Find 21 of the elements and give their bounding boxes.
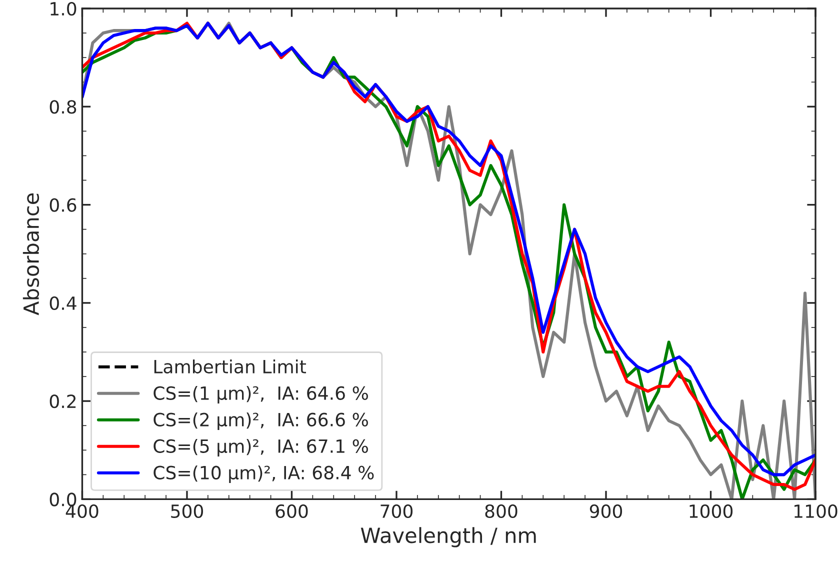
- legend-label: CS=(5 μm)², IA: 67.1 %: [154, 439, 368, 456]
- legend-label: Lambertian Limit: [154, 359, 306, 374]
- y-axis-title: Absorbance: [22, 193, 40, 316]
- y-tick-label: 0.0: [50, 492, 76, 506]
- legend-label: CS=(1 μm)², IA: 64.6 %: [154, 386, 368, 404]
- legend-label: CS=(10 μm)², IA: 68.4 %: [154, 466, 374, 483]
- x-tick-label: 400: [66, 504, 98, 518]
- x-tick-label: 1000: [690, 504, 733, 518]
- x-tick-label: 1100: [794, 504, 838, 518]
- legend-label: CS=(2 μm)², IA: 66.6 %: [154, 412, 368, 430]
- y-tick-label: 0.6: [50, 198, 76, 212]
- y-tick-label: 1.0: [50, 2, 76, 16]
- x-tick-label: 900: [590, 504, 622, 518]
- x-axis-title: Wavelength / nm: [360, 527, 536, 548]
- x-tick-label: 500: [171, 504, 204, 518]
- y-tick-label: 0.2: [50, 394, 76, 408]
- x-tick-label: 800: [485, 504, 518, 518]
- y-tick-label: 0.4: [50, 296, 76, 310]
- x-tick-label: 700: [380, 504, 413, 518]
- y-tick-label: 0.8: [50, 100, 76, 114]
- x-tick-label: 600: [276, 504, 308, 518]
